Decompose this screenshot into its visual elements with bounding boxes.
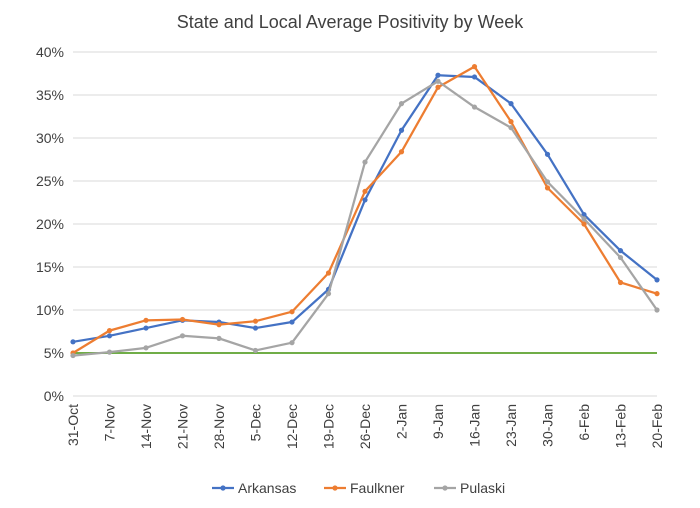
data-point [508, 101, 514, 107]
x-tick-label: 5-Dec [248, 404, 264, 441]
data-point [179, 316, 186, 323]
series-faulkner [70, 64, 660, 356]
data-point [398, 149, 405, 155]
y-tick-label: 15% [36, 259, 64, 275]
data-point [362, 188, 368, 194]
series-pulaski [70, 78, 660, 359]
data-point [508, 125, 514, 131]
data-point [289, 319, 295, 325]
series-arkansas [70, 72, 660, 345]
data-point [252, 318, 259, 324]
data-point [143, 317, 149, 323]
x-tick-label: 14-Nov [138, 404, 154, 449]
x-tick-label: 12-Dec [284, 404, 300, 449]
x-tick-label: 6-Feb [576, 404, 592, 441]
data-point [70, 339, 76, 345]
x-axis-tick-labels: 31-Oct 7-Nov 14-Nov 21-Nov 28-Nov 5-Dec 12-Dec… [65, 404, 665, 449]
series-line [72, 80, 658, 357]
data-point [581, 211, 587, 218]
data-point [143, 345, 149, 351]
data-point [106, 328, 113, 334]
legend: Arkansas Faulkner Pulaski [212, 480, 505, 496]
y-tick-label: 40% [36, 44, 64, 60]
data-point [362, 197, 368, 203]
y-tick-label: 10% [36, 302, 64, 318]
legend-item-faulkner: Faulkner [324, 480, 405, 496]
data-point [435, 84, 441, 90]
data-point [289, 340, 295, 346]
data-point [216, 322, 222, 328]
data-point [106, 349, 113, 355]
data-point [143, 325, 149, 331]
chart-title: State and Local Average Positivity by We… [177, 12, 525, 32]
data-point [617, 254, 624, 261]
data-point [544, 151, 551, 157]
data-point [654, 277, 660, 283]
x-tick-label: 31-Oct [65, 404, 81, 446]
x-tick-label: 28-Nov [211, 404, 227, 449]
data-point [617, 248, 624, 254]
legend-swatch-marker [332, 485, 338, 491]
data-point [654, 291, 660, 297]
data-point [654, 307, 660, 313]
legend-swatch-marker [220, 485, 226, 491]
data-point [325, 270, 332, 276]
data-point [471, 104, 478, 110]
series-group [70, 64, 660, 359]
y-tick-label: 20% [36, 216, 64, 232]
legend-label: Faulkner [350, 480, 405, 496]
data-point [544, 179, 551, 185]
gridlines [73, 51, 657, 397]
data-point [179, 333, 186, 339]
legend-item-arkansas: Arkansas [212, 480, 296, 496]
data-point [471, 64, 478, 70]
data-point [252, 325, 259, 331]
y-tick-label: 25% [36, 173, 64, 189]
legend-item-pulaski: Pulaski [434, 480, 505, 496]
x-tick-label: 26-Dec [357, 404, 373, 449]
x-tick-label: 7-Nov [102, 404, 118, 441]
x-tick-label: 20-Feb [649, 404, 665, 449]
x-tick-label: 13-Feb [613, 404, 629, 449]
legend-label: Pulaski [460, 480, 505, 496]
data-point [325, 291, 332, 297]
x-tick-label: 23-Jan [503, 404, 519, 447]
x-tick-label: 16-Jan [467, 404, 483, 447]
data-point [289, 309, 295, 315]
data-point [544, 185, 551, 191]
data-point [216, 335, 222, 341]
data-point [398, 101, 405, 107]
x-tick-label: 2-Jan [394, 404, 410, 439]
data-point [435, 72, 441, 78]
y-tick-label: 0% [44, 388, 64, 404]
y-tick-label: 35% [36, 87, 64, 103]
x-tick-label: 21-Nov [175, 404, 191, 449]
data-point [362, 159, 368, 165]
legend-swatch-marker [442, 485, 448, 491]
y-tick-label: 30% [36, 130, 64, 146]
data-point [70, 352, 76, 359]
data-point [106, 333, 113, 339]
data-point [508, 119, 514, 125]
x-tick-label: 19-Dec [321, 404, 337, 449]
data-point [581, 216, 587, 222]
data-point [435, 78, 441, 84]
x-tick-label: 30-Jan [540, 404, 556, 447]
data-point [398, 127, 405, 133]
y-tick-label: 5% [44, 345, 64, 361]
y-axis-tick-labels: 0% 5% 10% 15% 20% 25% 30% 35% 40% [36, 44, 64, 404]
data-point [617, 279, 624, 286]
data-point [471, 74, 478, 80]
x-tick-label: 9-Jan [430, 404, 446, 439]
data-point [581, 221, 587, 227]
legend-label: Arkansas [238, 480, 296, 496]
data-point [252, 347, 259, 354]
